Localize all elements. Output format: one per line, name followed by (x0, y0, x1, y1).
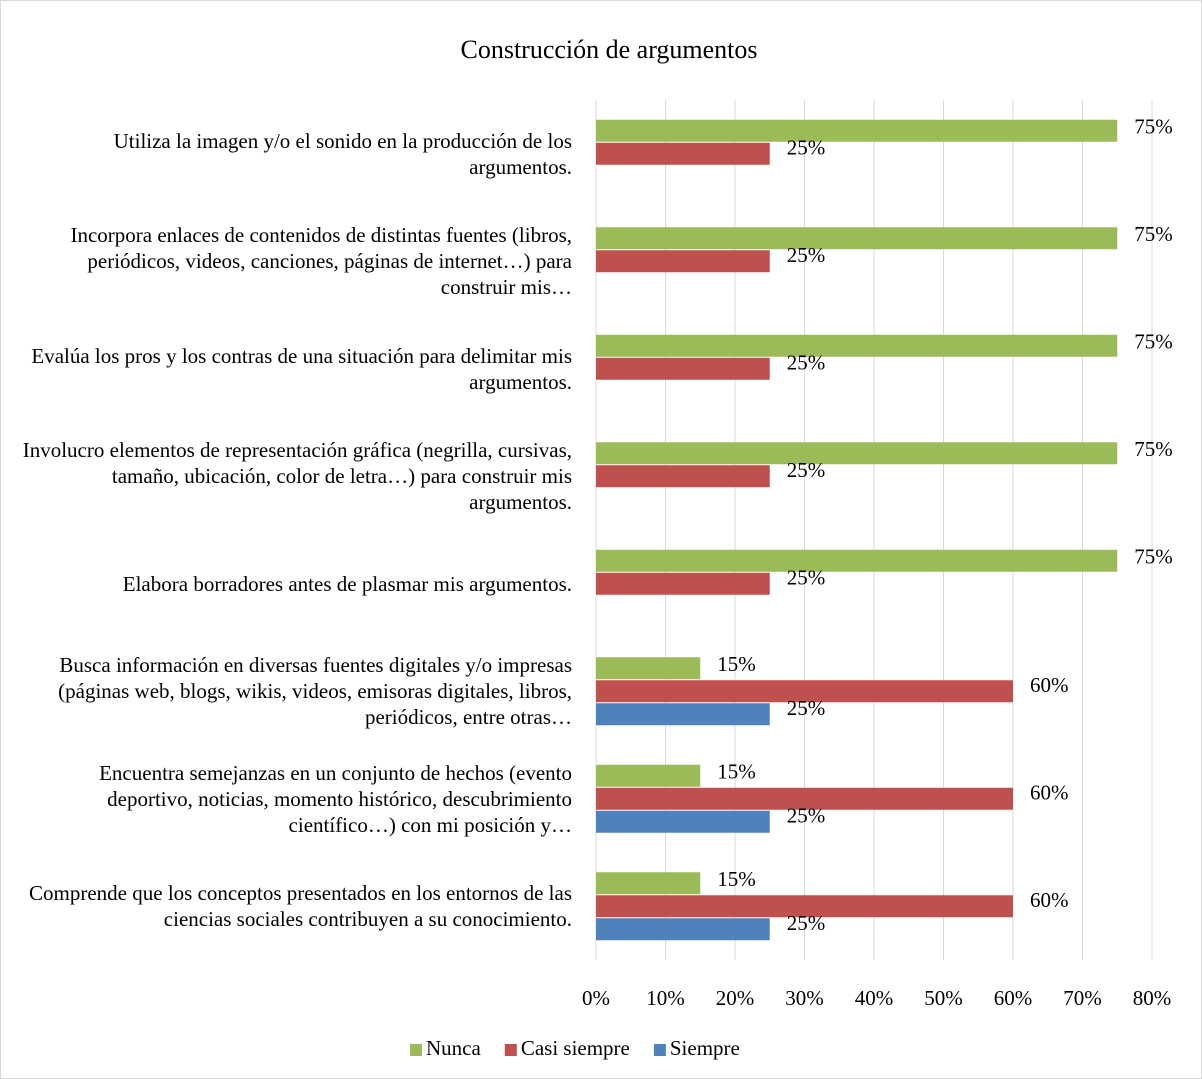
bar (596, 787, 1013, 810)
legend-swatch (410, 1044, 422, 1056)
bar (596, 549, 1118, 572)
bar (596, 572, 770, 595)
bar (596, 657, 701, 680)
data-label: 75% (1134, 330, 1173, 354)
data-label: 25% (787, 458, 826, 482)
bar (596, 680, 1013, 703)
data-label: 75% (1134, 437, 1173, 461)
x-tick-label: 30% (785, 986, 824, 1010)
bar (596, 918, 770, 941)
legend-label: Siempre (670, 1036, 740, 1060)
bar (596, 465, 770, 488)
data-label: 25% (787, 804, 826, 828)
category-label: Comprende que los conceptos presentados … (29, 881, 572, 932)
bar (596, 142, 770, 165)
data-label: 60% (1030, 673, 1069, 697)
bar (596, 357, 770, 380)
bar (596, 810, 770, 833)
legend-swatch (653, 1044, 666, 1056)
data-label: 15% (717, 760, 756, 784)
bar (596, 334, 1118, 357)
bar (596, 119, 1118, 142)
data-label: 75% (1134, 222, 1173, 246)
category-label: Involucro elementos de representación gr… (22, 438, 572, 515)
x-tick-label: 80% (1133, 986, 1172, 1010)
data-label: 75% (1134, 115, 1173, 139)
category-label: Incorpora enlaces de contenidos de disti… (70, 223, 572, 300)
data-label: 25% (787, 243, 826, 267)
data-label: 60% (1030, 781, 1069, 805)
bar (596, 250, 770, 273)
data-label: 60% (1030, 888, 1069, 912)
data-label: 25% (787, 566, 826, 590)
legend-label: Nunca (426, 1036, 481, 1060)
data-label: 15% (717, 652, 756, 676)
x-tick-label: 40% (855, 986, 894, 1010)
legend-swatch (504, 1044, 517, 1056)
chart-title: Construcción de argumentos (460, 35, 757, 64)
x-tick-label: 20% (716, 986, 755, 1010)
bar (596, 764, 701, 787)
category-label: Busca información en diversas fuentes di… (58, 653, 572, 730)
category-label: Evalúa los pros y los contras de una sit… (31, 343, 572, 394)
bar (596, 872, 701, 895)
x-tick-label: 0% (582, 986, 610, 1010)
data-label: 25% (787, 696, 826, 720)
data-label: 15% (717, 867, 756, 891)
bar (596, 895, 1013, 918)
category-label: Utiliza la imagen y/o el sonido en la pr… (113, 128, 572, 179)
data-label: 25% (787, 911, 826, 935)
bar (596, 703, 770, 726)
data-label: 25% (787, 351, 826, 375)
data-label: 25% (787, 136, 826, 160)
x-tick-label: 70% (1063, 986, 1102, 1010)
data-label: 75% (1134, 545, 1173, 569)
x-tick-label: 10% (646, 986, 685, 1010)
bar (596, 442, 1118, 465)
legend-label: Casi siempre (521, 1036, 630, 1060)
bar (596, 227, 1118, 250)
category-label: Elabora borradores antes de plasmar mis … (122, 571, 572, 596)
category-label: Encuentra semejanzas en un conjunto de h… (99, 760, 572, 837)
x-tick-label: 60% (994, 986, 1033, 1010)
x-tick-label: 50% (924, 986, 963, 1010)
